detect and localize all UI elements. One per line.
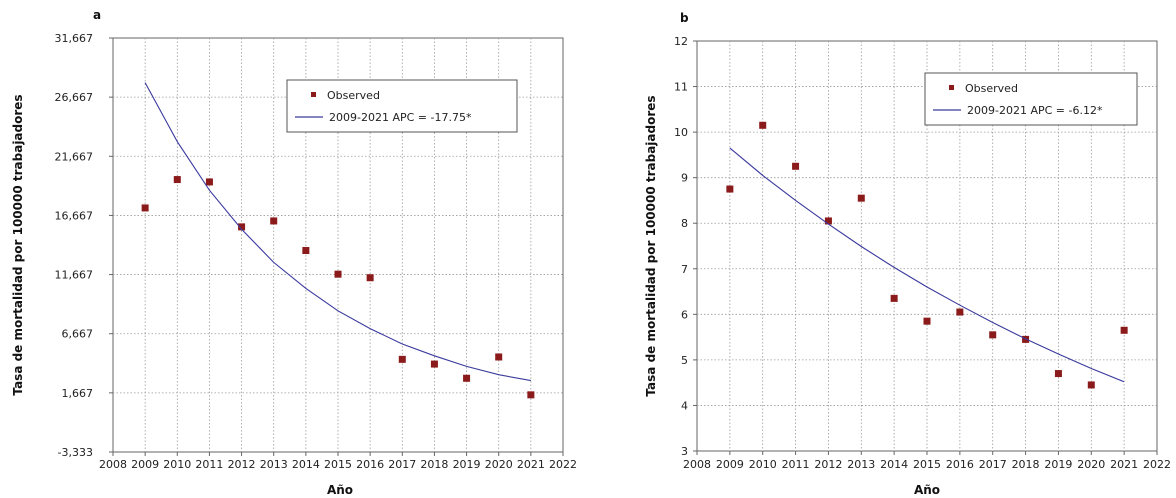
panel-a-x-tick-label: 2009 <box>131 458 159 471</box>
panel-a-x-tick-label: 2011 <box>195 458 223 471</box>
panel-b-x-tick-label: 2017 <box>979 458 1007 471</box>
panel-a-x-tick-label: 2013 <box>260 458 288 471</box>
panel-a-observed-point <box>430 360 438 368</box>
panel-a-x-axis-title: Año <box>327 483 353 497</box>
panel-b-observed-point <box>956 308 964 316</box>
panel-b-observed-point <box>857 194 865 202</box>
panel-b-observed-point <box>726 185 734 193</box>
panel-b-y-tick-label: 4 <box>681 399 688 412</box>
panel-a-x-tick-label: 2018 <box>420 458 448 471</box>
panel-a-y-axis-title: Tasa de mortalidad por 100000 trabajador… <box>11 94 25 395</box>
panel-b-legend: Observed 2009-2021 APC = -6.12* <box>924 72 1138 126</box>
panel-b-x-tick-label: 2021 <box>1110 458 1138 471</box>
panel-a-observed-point <box>463 374 471 382</box>
panel-b-y-tick-label: 6 <box>681 308 688 321</box>
panel-a-observed-point <box>398 355 406 363</box>
panel-a-x-tick-label: 2019 <box>453 458 481 471</box>
panel-b-y-tick-label: 8 <box>681 217 688 230</box>
panel-b-x-tick-label: 2012 <box>814 458 842 471</box>
panel-a-y-tick-label: 6,667 <box>62 328 94 341</box>
panel-b-legend-marker-observed <box>949 85 954 90</box>
panel-a-y-tick-label: 16,667 <box>55 209 94 222</box>
panel-a-x-tick-label: 2008 <box>99 458 127 471</box>
panel-b-x-tick-label: 2015 <box>913 458 941 471</box>
panel-b-observed-point <box>890 294 898 302</box>
panel-a-legend-label-observed: Observed <box>327 89 380 102</box>
panel-b-y-tick-label: 9 <box>681 172 688 185</box>
panel-a-legend-box <box>286 79 518 133</box>
panel-a-legend: Observed 2009-2021 APC = -17.75* <box>286 79 518 133</box>
panel-b-x-axis-title: Año <box>914 483 940 497</box>
panel-a-x-tick-label: 2021 <box>517 458 545 471</box>
panel-b-x-tick-label: 2022 <box>1143 458 1171 471</box>
panel-b-y-tick-label: 10 <box>674 126 688 139</box>
panel-b-panel-label: b <box>680 11 689 25</box>
panel-b-fit-line <box>729 147 1125 383</box>
panel-a-y-tick-label: 21,667 <box>55 150 94 163</box>
panel-b-x-tick-label: 2019 <box>1044 458 1072 471</box>
panel-a-observed-point <box>302 247 310 255</box>
panel-b-x-tick-label: 2008 <box>683 458 711 471</box>
panel-b-y-tick-label: 3 <box>681 445 688 458</box>
panel-b-y-tick-label: 7 <box>681 263 688 276</box>
panel-b-observed-point <box>1087 381 1095 389</box>
panel-a-observed-point <box>141 204 149 212</box>
panel-a-chart: 2008 2009 2010 2011 2012 2013 2014 2015 2016 2017… <box>11 8 577 497</box>
panel-a-observed-point <box>238 223 246 231</box>
panel-a-y-tick-label: 11,667 <box>55 269 94 282</box>
panel-a-y-tick-label: -3,333 <box>58 446 93 459</box>
panel-a-x-tick-label: 2016 <box>356 458 384 471</box>
panel-b-observed-point <box>759 121 767 129</box>
panel-a-observed-point <box>527 391 535 399</box>
panel-b-legend-label-observed: Observed <box>965 82 1018 95</box>
panel-a-observed-point <box>366 274 374 282</box>
panel-b-y-tick-label: 11 <box>674 81 688 94</box>
panel-b-x-tick-label: 2013 <box>847 458 875 471</box>
panel-a-legend-label-fit: 2009-2021 APC = -17.75* <box>329 111 472 124</box>
panel-b-x-tick-label: 2009 <box>716 458 744 471</box>
panel-b-legend-label-fit: 2009-2021 APC = -6.12* <box>967 104 1103 117</box>
panel-a-x-tick-label: 2015 <box>324 458 352 471</box>
panel-b-x-tick-label: 2014 <box>880 458 908 471</box>
panel-a-y-tick-label: 1,667 <box>62 387 94 400</box>
panel-a-observed-point <box>334 270 342 278</box>
panel-a-observed-point <box>270 217 278 225</box>
panel-b-x-tick-label: 2020 <box>1077 458 1105 471</box>
panel-b-legend-box <box>924 72 1138 126</box>
panel-b-y-tick-label: 5 <box>681 354 688 367</box>
panel-b-x-tick-label: 2011 <box>782 458 810 471</box>
panel-a-observed-point <box>495 353 503 361</box>
panel-b-observed-point <box>792 162 800 170</box>
panel-b-observed-point <box>824 217 832 225</box>
panel-a-fit-line <box>144 82 531 382</box>
panel-b-observed-point <box>923 317 931 325</box>
panel-b-observed-point <box>1120 326 1128 334</box>
panel-a-x-tick-label: 2014 <box>292 458 320 471</box>
panel-b-observed-point <box>989 331 997 339</box>
panel-a-y-tick-label: 26,667 <box>55 91 94 104</box>
panel-b-x-tick-label: 2010 <box>749 458 777 471</box>
panel-a-y-tick-label: 31,667 <box>55 32 94 45</box>
panel-b-chart: 2008 2009 2010 2011 2012 2013 2014 2015 2016 2017… <box>644 11 1171 497</box>
panel-a-legend-marker-observed <box>311 92 316 97</box>
panel-a-x-tick-label: 2020 <box>485 458 513 471</box>
panel-b-y-tick-label: 12 <box>674 35 688 48</box>
panel-b-observed-point <box>1054 370 1062 378</box>
panel-b-y-axis-title: Tasa de mortalidad por 100000 trabajador… <box>644 95 658 396</box>
panel-a-observed-point <box>173 176 181 184</box>
panel-a-x-tick-label: 2017 <box>388 458 416 471</box>
panel-a-observed-point <box>205 178 213 186</box>
panel-b-x-tick-label: 2018 <box>1012 458 1040 471</box>
panel-a-x-tick-label: 2010 <box>163 458 191 471</box>
panel-a-x-tick-label: 2022 <box>549 458 577 471</box>
panel-b-x-tick-label: 2016 <box>946 458 974 471</box>
panel-a-x-tick-label: 2012 <box>228 458 256 471</box>
panel-a-panel-label: a <box>93 8 101 22</box>
